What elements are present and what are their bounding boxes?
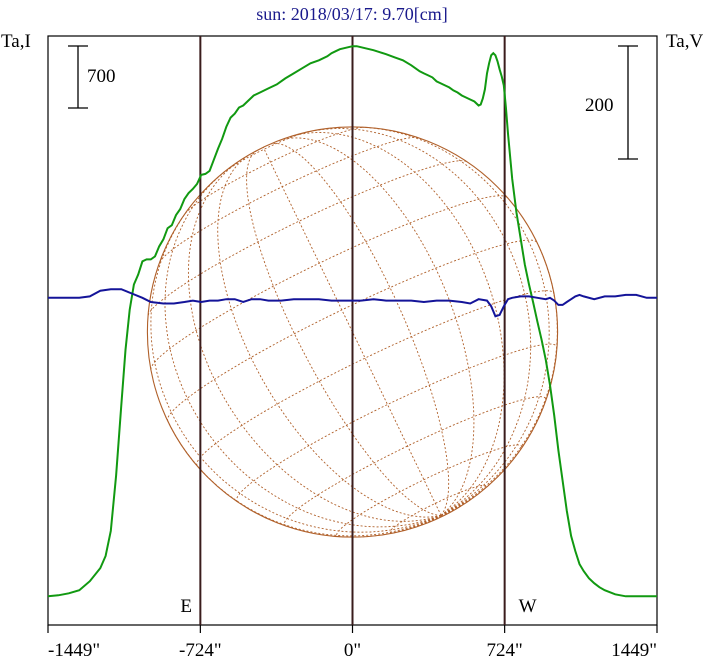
- intensity-scale-bar: [68, 45, 88, 109]
- disk-longitude-line: [440, 242, 558, 516]
- intensity-scale-label: 700: [87, 66, 116, 87]
- disk-longitude-line: [353, 126, 550, 516]
- solar-disk-grid: [146, 126, 559, 538]
- x-tick-label: 1449": [611, 640, 657, 661]
- left-axis-label: Ta,I: [1, 31, 31, 52]
- limb-label-west: W: [519, 596, 537, 617]
- x-tick-label: 0": [344, 640, 361, 661]
- right-axis-label: Ta,V: [666, 31, 703, 52]
- disk-longitude-line: [164, 171, 442, 528]
- x-tick-label: -1449": [48, 640, 100, 661]
- disk-longitude-line: [150, 204, 442, 533]
- x-axis-ticks: -1449" -724" 0" 724" 1449": [47, 625, 658, 661]
- polarization-scale-bar: [618, 45, 638, 160]
- disk-latitude-line: [389, 484, 487, 534]
- disk-longitude-line: [441, 513, 447, 516]
- x-tick-label: 724": [487, 640, 523, 661]
- disk-latitude-line: [336, 444, 523, 538]
- polarization-scale-label: 200: [585, 95, 614, 116]
- disk-longitude-line: [277, 137, 475, 516]
- disk-longitude-line: [440, 515, 443, 517]
- series-group: [47, 45, 657, 598]
- x-tick-label: -724": [179, 640, 222, 661]
- disk-longitude-line: [291, 132, 505, 516]
- disk-longitude-line: [246, 150, 442, 516]
- polarization-series-line: [48, 288, 657, 318]
- disk-longitude-line: [217, 154, 442, 518]
- disk-longitude-line: [167, 420, 442, 537]
- disk-latitude-line: [159, 136, 418, 263]
- intensity-series-line: [47, 45, 657, 598]
- disk-latitude-line: [184, 126, 364, 214]
- disk-longitude-line: [262, 147, 442, 516]
- chart-title: sun: 2018/03/17: 9.70[cm]: [256, 4, 448, 24]
- limb-label-east: E: [180, 596, 192, 617]
- disk-latitude-line: [150, 195, 508, 370]
- disk-longitude-line: [187, 162, 442, 522]
- disk-latitude-line: [236, 343, 558, 503]
- disk-longitude-line: [270, 142, 450, 516]
- disk-latitude-line: [283, 396, 547, 527]
- limb-lines: [199, 36, 506, 625]
